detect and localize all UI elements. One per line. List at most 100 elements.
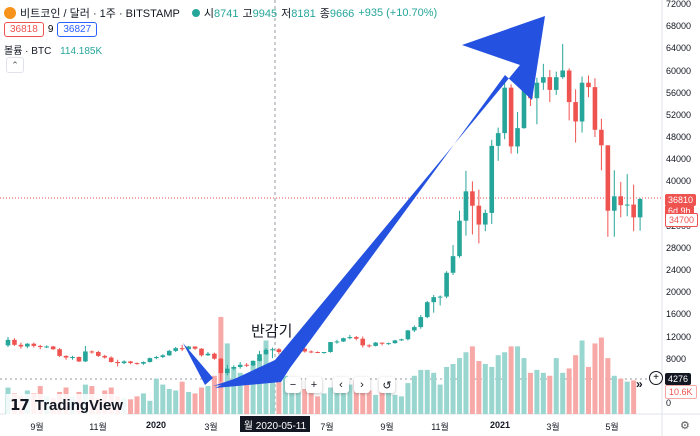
add-alert-icon[interactable]: +	[649, 371, 663, 385]
volume-value: 114.185K	[60, 46, 103, 57]
candle-body	[502, 87, 507, 134]
volume-bar	[566, 368, 572, 414]
volume-bar	[224, 343, 230, 414]
volume-bar	[315, 396, 321, 414]
candle-body	[218, 358, 224, 374]
candle-body	[308, 351, 314, 353]
volume-label[interactable]: 볼륨 · BTC	[4, 46, 52, 57]
candle-body	[334, 341, 340, 343]
spread-value: 9	[47, 24, 54, 35]
volume-bar	[431, 372, 437, 414]
candle-body	[302, 348, 307, 352]
candle-body	[44, 346, 49, 348]
volume-bar	[495, 355, 501, 414]
price-tick-label: 16000	[666, 309, 692, 320]
candle-body	[476, 205, 482, 225]
volume-bar	[476, 361, 482, 414]
ohlc-low: 저8181	[281, 8, 316, 20]
candle-body	[128, 361, 133, 364]
candle-body	[192, 346, 198, 349]
candle-body	[270, 349, 275, 351]
candle-body	[141, 361, 146, 364]
candle-body	[63, 355, 69, 358]
candle-body	[321, 352, 327, 354]
volume-bar	[308, 384, 314, 414]
volume-bar	[353, 380, 359, 414]
volume-bar	[534, 369, 540, 414]
candle-body	[37, 345, 43, 348]
volume-bar	[437, 384, 443, 414]
volume-bar	[457, 358, 462, 414]
price-tick-label: 40000	[666, 176, 692, 187]
volume-bar	[179, 381, 185, 414]
time-tick-label: 2021	[489, 420, 511, 430]
candle-body	[366, 345, 372, 347]
scroll-right-button[interactable]: ›	[354, 377, 370, 393]
sell-price-button[interactable]: 36818	[4, 22, 44, 37]
volume-bar	[521, 358, 527, 414]
candle-body	[166, 350, 172, 356]
reset-chart-button[interactable]: ↺	[379, 377, 395, 393]
volume-bar	[205, 386, 211, 414]
candle-body	[70, 357, 75, 359]
price-tick-label: 60000	[666, 65, 692, 76]
candle-body	[263, 349, 269, 355]
candle-body	[521, 87, 527, 129]
halving-arrow-small	[183, 343, 213, 385]
zoom-out-button[interactable]: −	[285, 377, 301, 393]
volume-bar	[373, 394, 379, 414]
candle-body	[418, 317, 424, 328]
time-tick-label: 9월	[30, 422, 44, 432]
candle-body	[186, 346, 191, 350]
time-tick-label: 11월	[89, 422, 107, 432]
volume-bar	[605, 358, 611, 414]
low-price-tag: 34700	[665, 213, 699, 227]
candle-body	[231, 366, 237, 369]
volume-bar	[186, 391, 192, 414]
candle-body	[592, 87, 598, 130]
candle-body	[276, 349, 282, 353]
candle-body	[57, 349, 62, 356]
volume-last-tag: 4276	[665, 373, 692, 385]
price-tick-label: 72000	[666, 0, 692, 9]
volume-bar	[282, 375, 288, 414]
volume-bar	[340, 380, 346, 414]
volume-ma-tag: 10.6K	[665, 385, 697, 399]
volume-bar	[411, 375, 417, 414]
candle-body	[373, 342, 378, 346]
candle-body	[560, 70, 565, 78]
candle-body	[108, 357, 114, 362]
volume-bar	[398, 396, 404, 414]
volume-bar	[586, 366, 591, 414]
collapse-legend-button[interactable]: ⌃	[6, 57, 24, 73]
buy-price-button[interactable]: 36827	[57, 22, 98, 37]
zoom-in-button[interactable]: +	[306, 377, 322, 393]
price-tick-label: 8000	[666, 353, 687, 364]
symbol-title[interactable]: 비트코인 / 달러 · 1주 · BITSTAMP	[20, 8, 180, 20]
candle-body	[489, 145, 495, 213]
candle-body	[31, 343, 37, 346]
price-tick-label: 28000	[666, 242, 692, 253]
scroll-to-realtime-button[interactable]: »	[636, 377, 643, 391]
volume-bar	[366, 390, 372, 414]
reset-icon: ↺	[382, 379, 392, 392]
volume-bar	[624, 381, 630, 414]
scroll-left-button[interactable]: ‹	[333, 377, 349, 393]
time-tick-label: 11월	[431, 422, 449, 432]
candle-body	[5, 339, 11, 346]
candle-body	[250, 360, 256, 366]
price-tick-label: 24000	[666, 265, 692, 275]
candle-body	[637, 199, 643, 218]
price-tick-label: 52000	[666, 109, 692, 120]
price-tick-label: 20000	[666, 287, 692, 298]
crosshair-date-label: 월 2020-05-11	[240, 416, 310, 432]
volume-bar	[469, 346, 475, 414]
candle-body	[89, 351, 95, 353]
volume-bar	[444, 366, 450, 414]
time-tick-label: 9월	[380, 422, 394, 432]
candle-body	[470, 191, 475, 206]
price-tick-label: 56000	[666, 87, 692, 98]
gear-icon[interactable]: ⚙	[680, 420, 690, 432]
price-tick-label: 0	[666, 398, 672, 408]
